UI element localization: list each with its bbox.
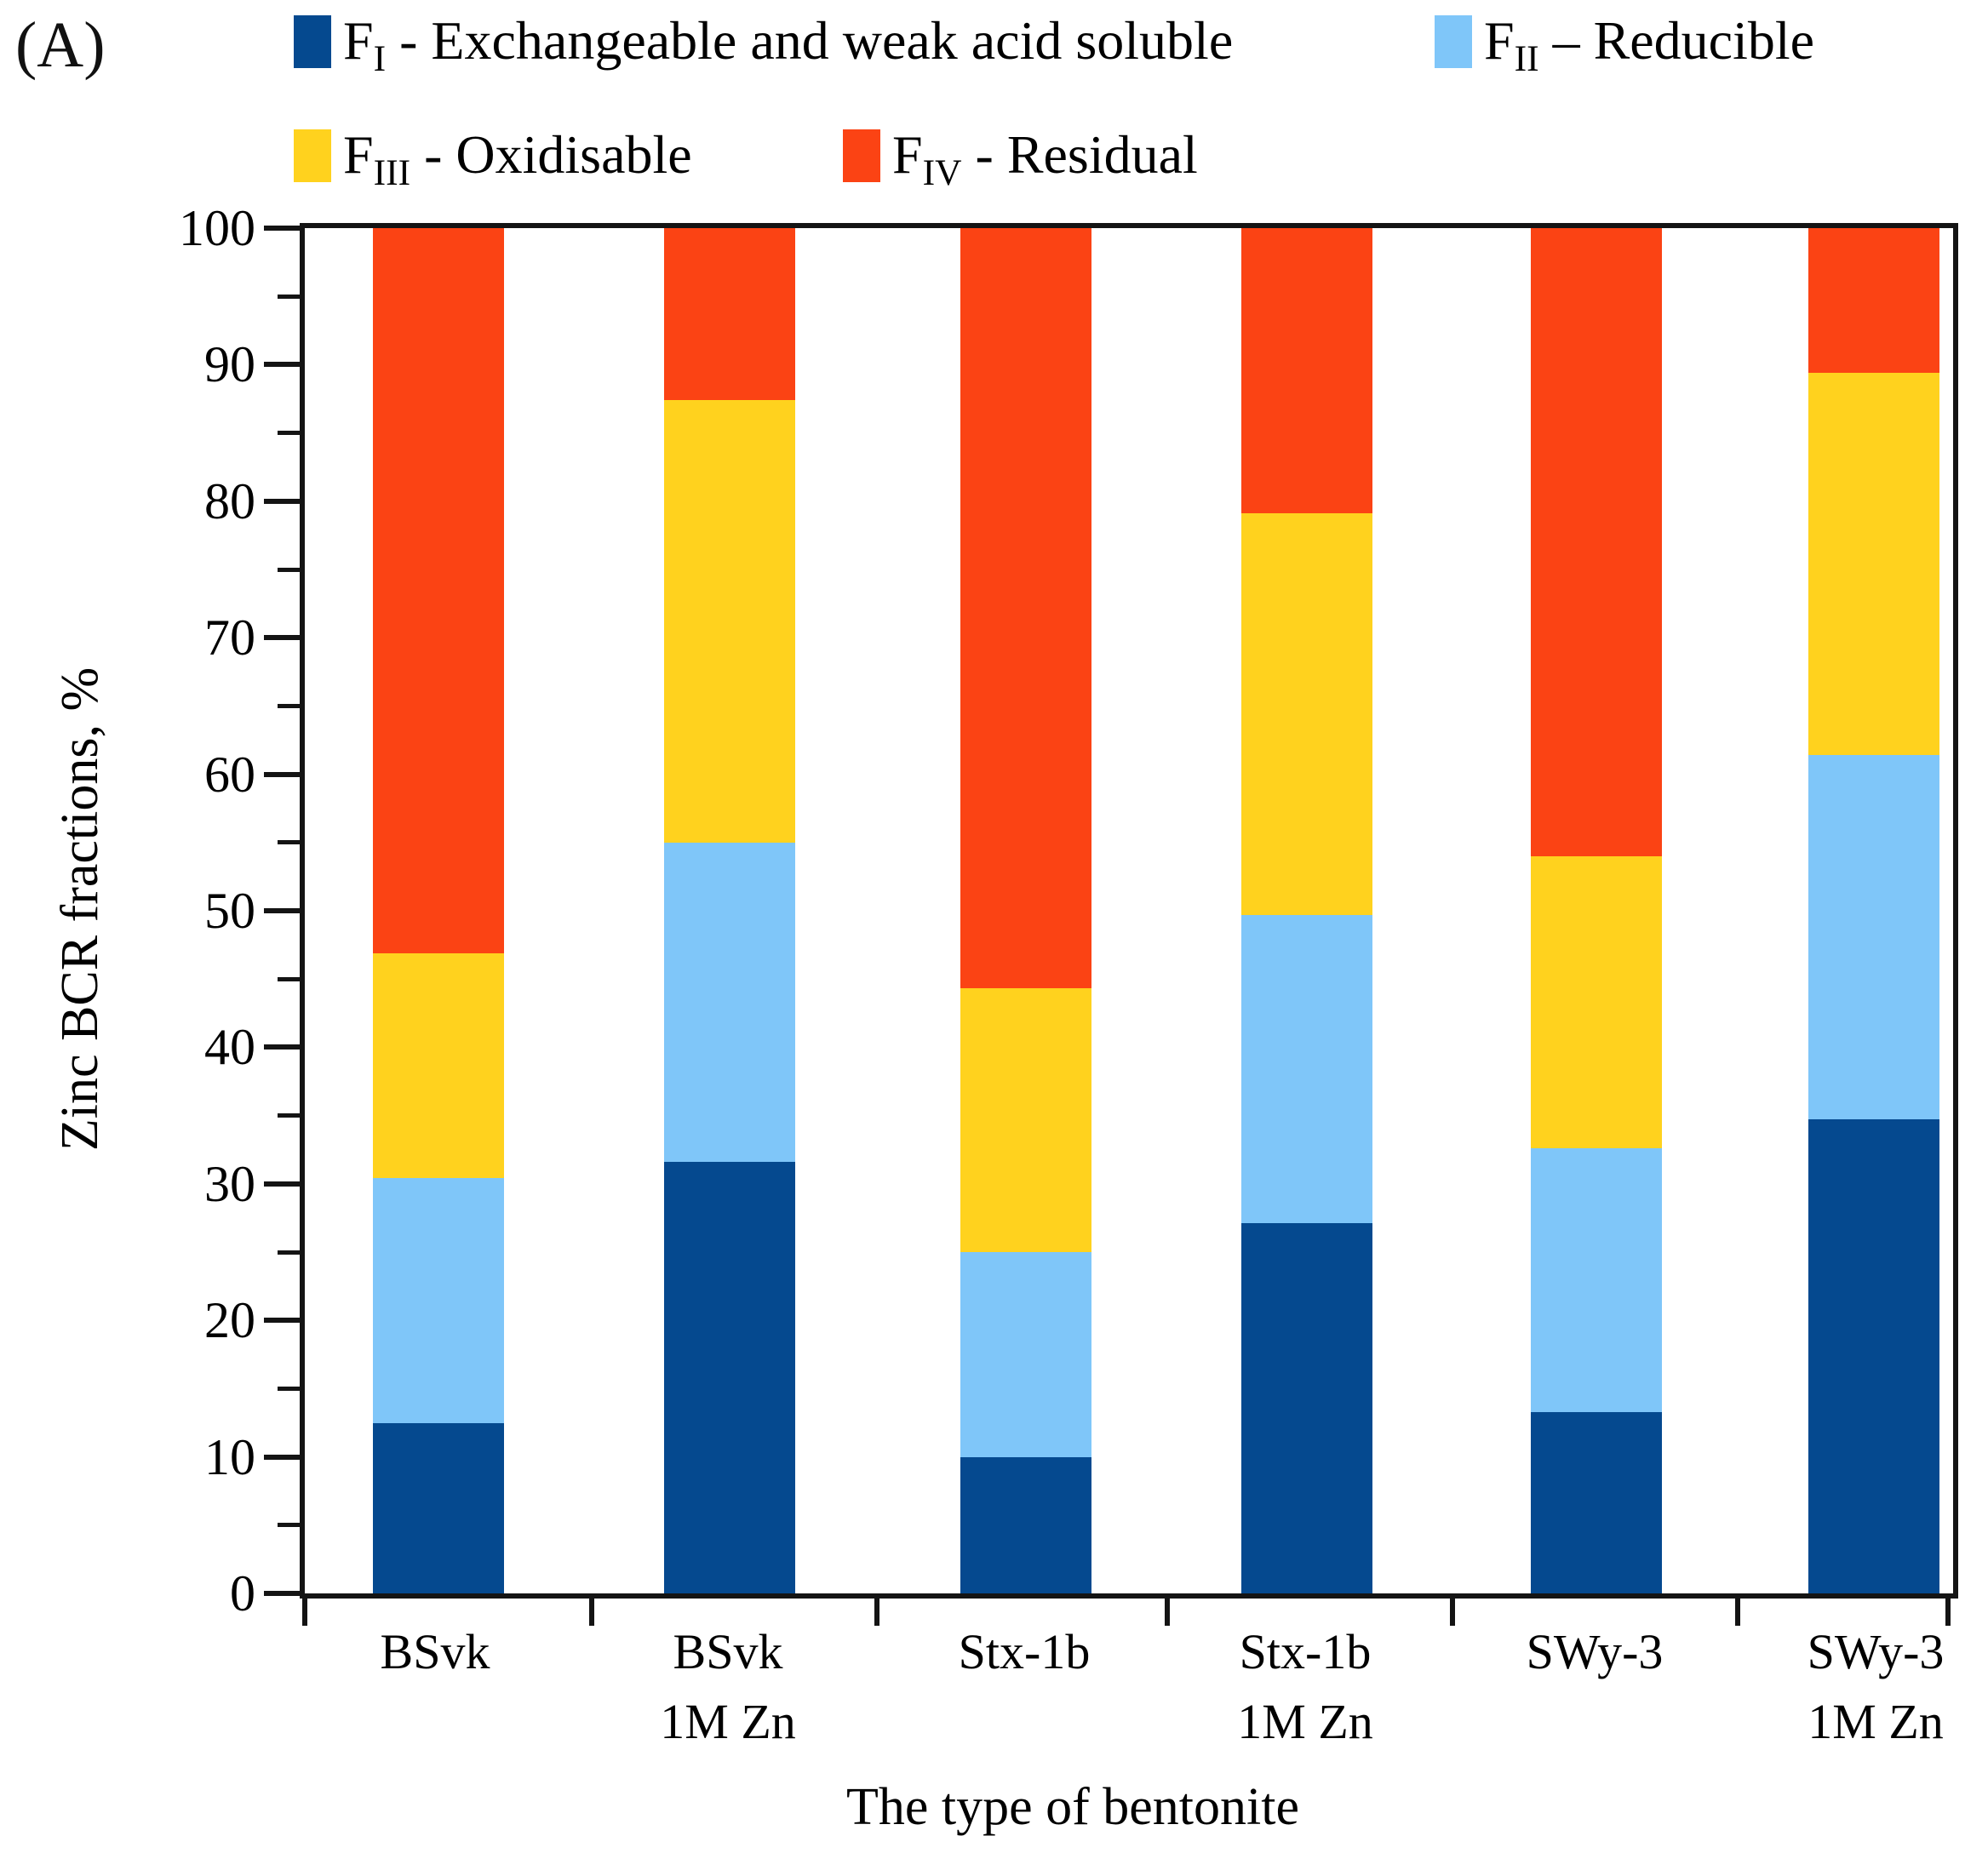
y-major-tick <box>264 1591 300 1596</box>
bar-bsvk-1m-zn <box>664 228 795 1593</box>
y-minor-tick <box>278 703 300 708</box>
bar-segment-fiii <box>373 952 504 1179</box>
legend-item-iii: FIII - Oxidisable <box>294 124 692 203</box>
y-major-tick <box>264 1318 300 1324</box>
bar-segment-fii <box>960 1252 1091 1457</box>
y-tick-label: 80 <box>204 472 255 529</box>
bar-segment-fiv <box>1808 228 1939 374</box>
y-tick-label: 50 <box>204 883 255 939</box>
bar-segment-fii <box>664 842 795 1163</box>
y-major-tick <box>264 1454 300 1460</box>
bar-segment-fiii <box>960 988 1091 1253</box>
y-tick-label: 90 <box>204 336 255 393</box>
y-tick-label: 0 <box>230 1565 255 1621</box>
y-major-tick <box>264 226 300 231</box>
bar-segment-fii <box>1241 914 1372 1224</box>
y-tick-label: 100 <box>179 200 255 256</box>
legend-swatch-icon <box>294 129 331 182</box>
y-axis-title: Zinc BCR fractions, % <box>51 666 109 1152</box>
y-minor-tick <box>278 976 300 981</box>
bar-segment-fi <box>960 1456 1091 1593</box>
bar-segment-fiv <box>664 228 795 401</box>
bar-swy-3 <box>1531 228 1662 1593</box>
y-tick-label: 30 <box>204 1155 255 1212</box>
x-axis-title: The type of bentonite <box>846 1778 1299 1836</box>
y-minor-tick <box>278 294 300 299</box>
legend-label: FIII - Oxidisable <box>343 124 692 193</box>
category-label: SWy-3 1M Zn <box>1807 1624 1945 1749</box>
legend-swatch-icon <box>1435 15 1472 68</box>
x-tick <box>1450 1597 1455 1626</box>
y-minor-tick <box>278 431 300 436</box>
bar-segment-fi <box>1531 1411 1662 1593</box>
y-tick-label: 20 <box>204 1292 255 1349</box>
y-major-tick <box>264 1044 300 1050</box>
bar-stx-1b-1m-zn <box>1241 228 1372 1593</box>
category-label: BSvk 1M Zn <box>660 1624 796 1749</box>
legend-swatch-icon <box>843 129 880 182</box>
y-minor-tick <box>278 567 300 572</box>
y-major-tick <box>264 908 300 913</box>
bar-segment-fii <box>1808 755 1939 1120</box>
y-tick-label: 70 <box>204 609 255 666</box>
y-minor-tick <box>278 1113 300 1118</box>
legend-item-iv: FIV - Residual <box>843 124 1198 203</box>
bar-segment-fiv <box>1241 228 1372 514</box>
bar-segment-fiii <box>664 400 795 843</box>
bar-segment-fiv <box>960 228 1091 989</box>
bar-segment-fi <box>1808 1119 1939 1593</box>
bar-bsvk <box>373 228 504 1593</box>
y-minor-tick <box>278 1250 300 1255</box>
y-tick-label: 60 <box>204 746 255 803</box>
y-major-tick <box>264 362 300 368</box>
bar-segment-fii <box>373 1178 504 1423</box>
y-tick-label: 10 <box>204 1428 255 1485</box>
bar-swy-3-1m-zn <box>1808 228 1939 1593</box>
category-label: Stx-1b 1M Zn <box>1237 1624 1373 1749</box>
x-tick <box>1945 1597 1951 1626</box>
bar-segment-fiii <box>1808 373 1939 756</box>
bar-segment-fi <box>664 1162 795 1593</box>
legend-item-i: FI - Exchangeable and weak acid soluble <box>294 10 1233 89</box>
y-tick-label: 40 <box>204 1019 255 1076</box>
bars-container <box>305 228 1953 1593</box>
bar-segment-fiii <box>1531 855 1662 1149</box>
y-major-tick <box>264 635 300 641</box>
x-tick <box>302 1597 307 1626</box>
y-minor-tick <box>278 1523 300 1528</box>
category-label: SWy-3 <box>1526 1624 1664 1679</box>
bar-segment-fiv <box>1531 228 1662 856</box>
x-tick <box>589 1597 594 1626</box>
y-major-tick <box>264 771 300 777</box>
y-minor-tick <box>278 1386 300 1391</box>
bar-segment-fiii <box>1241 513 1372 915</box>
category-label: Stx-1b <box>958 1624 1091 1679</box>
y-major-tick <box>264 1181 300 1187</box>
x-tick <box>874 1597 879 1626</box>
bar-segment-fii <box>1531 1148 1662 1412</box>
x-tick <box>1735 1597 1740 1626</box>
bar-segment-fi <box>1241 1223 1372 1593</box>
legend-label: FI - Exchangeable and weak acid soluble <box>343 10 1234 79</box>
bar-segment-fiv <box>373 228 504 953</box>
legend-item-ii: FII – Reducible <box>1435 10 1814 89</box>
panel-label: (A) <box>15 9 106 81</box>
y-major-tick <box>264 498 300 504</box>
plot-area <box>300 223 1958 1599</box>
legend-label: FIV - Residual <box>892 124 1198 193</box>
legend-swatch-icon <box>294 15 331 68</box>
legend-label: FII – Reducible <box>1484 10 1815 79</box>
bar-stx-1b <box>960 228 1091 1593</box>
category-label: BSvk <box>380 1624 490 1679</box>
y-minor-tick <box>278 840 300 845</box>
x-tick <box>1165 1597 1170 1626</box>
bar-segment-fi <box>373 1422 504 1593</box>
